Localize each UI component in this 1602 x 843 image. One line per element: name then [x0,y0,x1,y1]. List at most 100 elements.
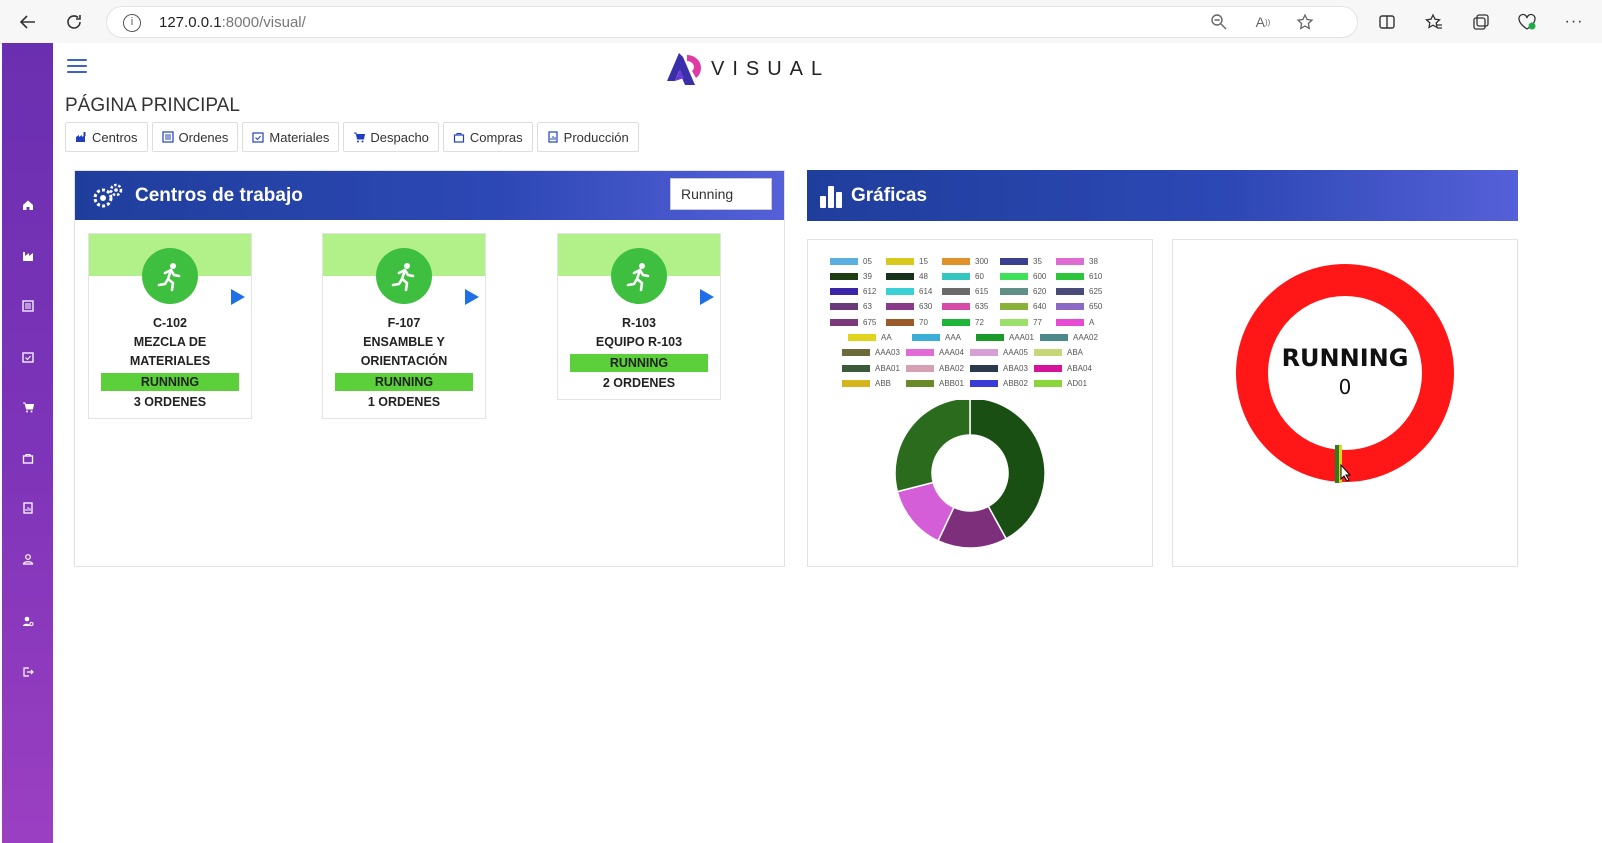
legend-swatch [942,318,970,326]
zoom-out-icon[interactable] [1207,10,1231,34]
legend-item[interactable]: 77 [1000,317,1042,327]
bag-icon[interactable] [2,448,53,468]
report-icon[interactable] [2,498,53,518]
tab-materiales[interactable]: Materiales [242,122,340,152]
legend-label: 05 [863,256,872,266]
legend-item[interactable]: 615 [942,287,988,297]
status-filter-select[interactable]: Running [670,178,772,210]
legend-label: ABB [875,378,892,388]
legend-item[interactable]: 63 [830,302,872,312]
play-icon[interactable] [465,289,479,305]
legend-item[interactable]: 60 [942,271,984,281]
work-center-card[interactable]: R-103 EQUIPO R-103 RUNNING 2 ORDENES [557,233,721,400]
user-icon[interactable] [2,549,53,569]
status-badge: RUNNING [335,373,473,391]
cart-icon[interactable] [2,397,53,417]
legend-item[interactable]: ABA03 [970,363,1028,373]
legend-item[interactable]: 35 [1000,256,1042,266]
legend-item[interactable]: 600 [1000,271,1046,281]
donut-slice-39[interactable] [969,400,1046,540]
legend-swatch [906,379,934,387]
legend-item[interactable]: AAA03 [842,348,900,358]
legend-item[interactable]: 625 [1056,287,1102,297]
legend-item[interactable]: ABB02 [970,378,1028,388]
legend-label: A [1089,317,1095,327]
legend-item[interactable]: AAA02 [1040,333,1098,343]
legend-item[interactable]: AAA05 [970,348,1028,358]
legend-swatch [1000,288,1028,296]
list-icon[interactable] [2,296,53,316]
legend-item[interactable]: 38 [1056,256,1098,266]
site-info-icon[interactable]: i [123,14,141,32]
tab-centros[interactable]: Centros [65,122,148,152]
legend-item[interactable]: AAA [912,333,961,343]
calendar-check-icon[interactable] [2,347,53,367]
legend-label: 39 [863,271,872,281]
legend-item[interactable]: ABB [842,378,891,388]
legend-swatch [970,379,998,387]
legend-item[interactable]: 620 [1000,287,1046,297]
split-screen-icon[interactable] [1375,10,1399,34]
logout-icon[interactable] [2,662,53,682]
legend-swatch [830,257,858,265]
back-arrow-icon[interactable] [16,10,40,34]
legend-swatch [842,349,870,357]
legend-label: 612 [863,287,877,297]
chart-icon[interactable] [2,246,53,266]
reload-icon[interactable] [62,10,86,34]
legend-item[interactable]: ABA04 [1034,363,1092,373]
tab-ordenes[interactable]: Ordenes [151,122,239,152]
legend-item[interactable]: 650 [1056,302,1102,312]
legend-label: 48 [919,271,928,281]
legend-item[interactable]: 15 [886,256,928,266]
work-center-card[interactable]: C-102 MEZCLA DE MATERIALES RUNNING 3 ORD… [88,233,252,419]
legend-item[interactable]: 612 [830,287,876,297]
legend-item[interactable]: 614 [886,287,932,297]
legend-swatch [830,318,858,326]
menu-toggle-icon[interactable] [67,59,87,75]
legend-label: 15 [919,256,928,266]
legend-item[interactable]: AD01 [1034,378,1087,388]
legend-item[interactable]: 610 [1056,271,1102,281]
gauge-card: RUNNING 0 [1172,239,1518,567]
legend-label: 614 [919,287,933,297]
collections-icon[interactable] [1469,10,1493,34]
legend-item[interactable]: A [1056,317,1094,327]
favorites-icon[interactable] [1422,10,1446,34]
legend-item[interactable]: AAA04 [906,348,964,358]
legend-item[interactable]: 630 [886,302,932,312]
legend-item[interactable]: 39 [830,271,872,281]
more-options-icon[interactable]: ··· [1564,13,1584,30]
play-icon[interactable] [231,289,245,305]
user-settings-icon[interactable] [2,611,53,631]
tab-produccion[interactable]: Producción [536,122,639,152]
legend-item[interactable]: 72 [942,317,984,327]
legend-item[interactable]: 300 [942,256,988,266]
legend-item[interactable]: ABA01 [842,363,900,373]
legend-item[interactable]: 48 [886,271,928,281]
donut-slice-48[interactable] [894,400,971,493]
legend-item[interactable]: ABB01 [906,378,964,388]
legend-item[interactable]: 640 [1000,302,1046,312]
legend-item[interactable]: 05 [830,256,872,266]
address-bar[interactable]: i 127.0.0.1:8000/visual/ A)) [106,6,1358,38]
tab-label: Despacho [370,129,429,145]
legend-item[interactable]: AA [848,333,892,343]
legend-item[interactable]: ABA [1034,348,1083,358]
legend-item[interactable]: ABA02 [906,363,964,373]
home-icon[interactable] [2,195,53,215]
play-icon[interactable] [700,289,714,305]
tab-despacho[interactable]: Despacho [343,122,439,152]
work-center-card[interactable]: F-107 ENSAMBLE Y ORIENTACIÓN RUNNING 1 O… [322,233,486,419]
charts-panel: Gráficas 05 15 300 35 38 39 48 60 600 610 612 614 61… [807,170,1518,567]
legend-item[interactable]: 70 [886,317,928,327]
read-aloud-icon[interactable]: A)) [1255,14,1271,30]
legend-item[interactable]: AAA01 [976,333,1034,343]
legend-item[interactable]: 675 [830,317,876,327]
favorite-star-icon[interactable] [1293,10,1317,34]
legend-swatch [848,334,876,341]
tab-compras[interactable]: Compras [442,122,533,152]
legend-item[interactable]: 635 [942,302,988,312]
legend-label: 640 [1033,302,1047,312]
browser-health-icon[interactable] [1515,10,1539,34]
